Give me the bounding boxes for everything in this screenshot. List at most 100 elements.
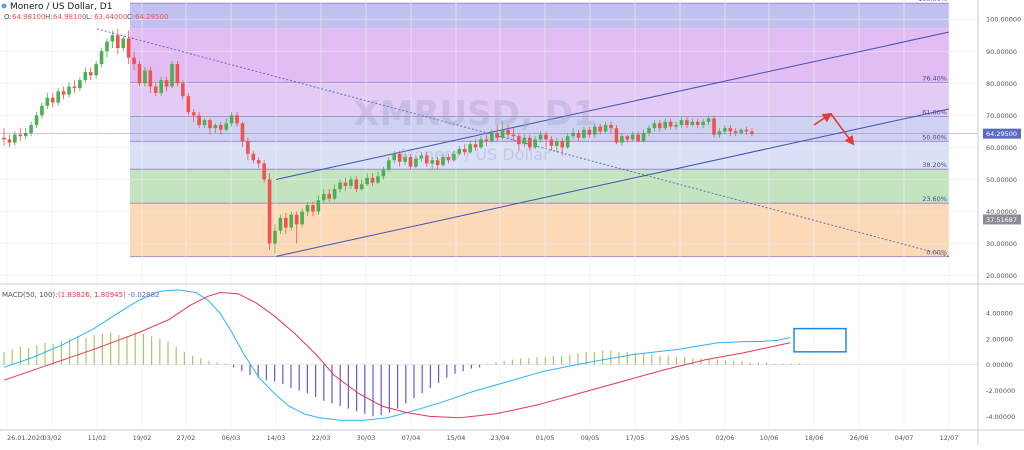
time-axis-label: 04/07 — [895, 434, 914, 442]
candle-body — [45, 97, 50, 106]
candle-body — [560, 141, 565, 148]
candle-body — [517, 136, 521, 145]
candle-body — [435, 160, 440, 166]
candle-body — [72, 86, 77, 89]
macd-legend-values: (1.83826, 1.80945) — [58, 291, 126, 299]
candle-body — [701, 121, 705, 125]
time-axis-label: 06/03 — [222, 434, 241, 442]
time-axis-label: 01/05 — [536, 434, 555, 442]
macd-line — [3, 289, 791, 421]
time-axis-label: 02/06 — [716, 434, 735, 442]
candle-body — [273, 230, 277, 244]
candle-body — [419, 155, 424, 159]
candle-body — [327, 193, 331, 199]
candle-body — [479, 139, 483, 148]
status-dot-icon — [1, 3, 7, 9]
price-axis-label: 40.00000 — [986, 208, 1017, 216]
price-axis-label: 100.00000 — [986, 16, 1021, 24]
price-tag-label: 64.29500 — [986, 130, 1017, 138]
ohlc-value: 64.98100 — [12, 13, 45, 21]
candle-body — [7, 139, 12, 143]
macd-axis-label: -2.00000 — [986, 387, 1015, 395]
candle-body — [614, 128, 619, 143]
candle-body — [289, 214, 294, 228]
highlight-box — [793, 327, 847, 353]
price-axis-label: 30.00000 — [986, 240, 1017, 248]
macd-axis-label: 2.00000 — [986, 335, 1013, 343]
price-tag — [983, 128, 1021, 139]
candle-body — [674, 124, 678, 127]
candle-body — [658, 123, 662, 129]
candle-body — [278, 217, 283, 231]
price-axis-label: 20.00000 — [986, 272, 1017, 280]
candle-body — [641, 132, 646, 141]
candle-body — [592, 126, 597, 135]
price-tag — [983, 214, 1021, 225]
candle-body — [538, 134, 543, 140]
candle-body — [506, 129, 510, 135]
candle-body — [267, 179, 272, 244]
candle-body — [175, 64, 180, 84]
signal-line — [3, 291, 791, 419]
fib-level-label: 38.20% — [922, 161, 947, 169]
candle-body — [235, 115, 239, 124]
candle-body — [695, 121, 700, 125]
fib-zone — [130, 141, 949, 170]
candle-body — [202, 120, 207, 125]
candle-body — [392, 153, 397, 161]
candle-body — [365, 177, 369, 185]
fib-level-label: 100.00% — [918, 0, 947, 3]
candle-body — [403, 157, 407, 162]
time-axis-label: 26/06 — [850, 434, 869, 442]
time-axis-label: 22/03 — [312, 434, 331, 442]
candle-body — [744, 129, 749, 132]
watermark: XMRUSD, D1 Monero / US Dollar — [353, 94, 596, 164]
candle-body — [598, 126, 602, 132]
symbol-title: Monero / US Dollar, D1 — [10, 2, 112, 12]
candle-body — [663, 121, 668, 129]
candle-body — [424, 155, 429, 164]
candle-body — [533, 139, 537, 148]
fib-zone — [130, 169, 949, 204]
candle-body — [723, 128, 727, 132]
candle-body — [170, 64, 174, 87]
candle-body — [495, 132, 500, 138]
candle-body — [56, 91, 60, 103]
time-axis-label: 23/04 — [491, 434, 510, 442]
candle-body — [224, 123, 229, 130]
fib-level-label: 50.00% — [922, 133, 947, 141]
candle-body — [284, 217, 288, 228]
macd-legend-histogram: -0.02882 — [128, 291, 159, 299]
candle-body — [197, 115, 201, 125]
candle-body — [305, 205, 310, 212]
candle-body — [159, 80, 163, 93]
candle-body — [110, 35, 115, 42]
forecast-arrows — [813, 112, 855, 146]
candle-body — [300, 211, 304, 225]
candle-body — [338, 182, 342, 190]
ohlc-label: O: — [4, 13, 12, 21]
watermark-title: XMRUSD, D1 — [353, 94, 596, 134]
candle-body — [164, 80, 169, 87]
candle-body — [116, 35, 120, 49]
candle-body — [717, 131, 722, 135]
ohlc-value: 63.44000 — [94, 13, 127, 21]
price-axis-label: 80.00000 — [986, 80, 1017, 88]
candle-body — [609, 124, 613, 129]
candle-body — [630, 134, 635, 140]
candle-body — [94, 64, 98, 76]
candle-body — [490, 132, 494, 141]
candle-body — [262, 163, 266, 180]
candle-body — [522, 137, 527, 145]
macd-legend: MACD(50, 100): (1.83826, 1.80945) -0.02882 — [2, 291, 159, 299]
chart-header: Monero / US Dollar, D1 O: 64.98100 H: 64.98… — [1, 2, 168, 21]
candle-body — [121, 38, 126, 49]
ohlc-label: L: — [86, 13, 92, 21]
macd-title: MACD(50, 100): — [2, 291, 58, 299]
candle-body — [446, 157, 451, 161]
candle-body — [294, 214, 299, 225]
candle-body — [733, 131, 738, 133]
